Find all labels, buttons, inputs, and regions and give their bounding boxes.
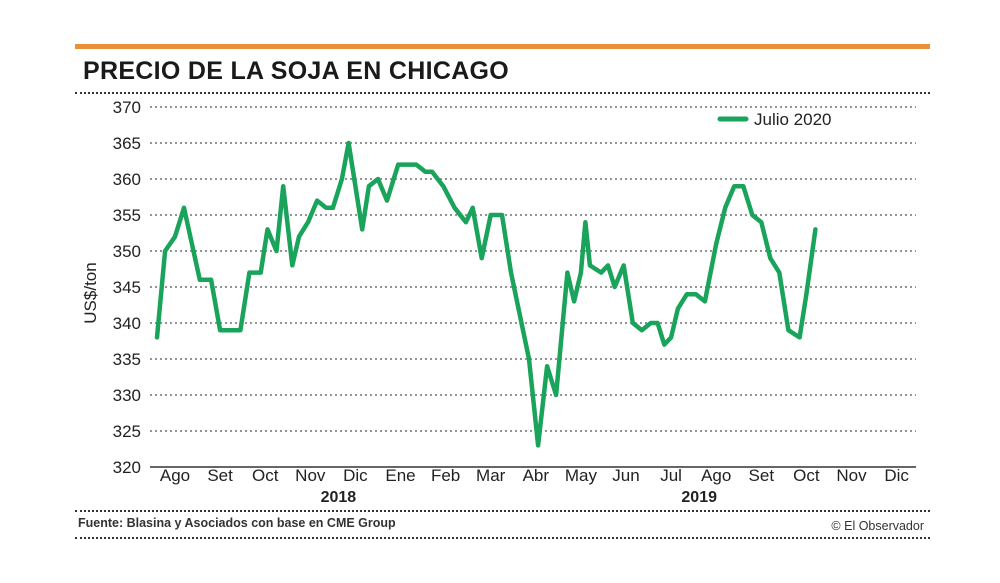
y-tick-label: 340 bbox=[113, 314, 141, 333]
y-tick-label: 365 bbox=[113, 134, 141, 153]
y-tick-label: 355 bbox=[113, 206, 141, 225]
x-tick-label: Mar bbox=[476, 466, 506, 485]
year-label: 2018 bbox=[321, 489, 357, 506]
y-tick-label: 320 bbox=[113, 458, 141, 477]
y-tick-label: 325 bbox=[113, 422, 141, 441]
x-tick-label: May bbox=[565, 466, 598, 485]
x-tick-label: Ago bbox=[160, 466, 190, 485]
y-tick-label: 330 bbox=[113, 386, 141, 405]
x-tick-label: Dic bbox=[884, 466, 909, 485]
x-tick-label: Abr bbox=[523, 466, 550, 485]
y-tick-label: 370 bbox=[113, 98, 141, 117]
x-tick-label: Ago bbox=[701, 466, 731, 485]
title-divider bbox=[75, 92, 930, 94]
footer-divider-bottom bbox=[75, 537, 930, 539]
footer-divider-top bbox=[75, 510, 930, 512]
x-tick-label: Set bbox=[207, 466, 233, 485]
x-tick-label: Jul bbox=[660, 466, 682, 485]
credit-note: © El Observador bbox=[831, 519, 924, 533]
x-tick-label: Dic bbox=[343, 466, 368, 485]
x-tick-label: Oct bbox=[793, 466, 820, 485]
x-tick-label: Oct bbox=[252, 466, 279, 485]
legend-label: Julio 2020 bbox=[754, 110, 832, 129]
y-axis-label: US$/ton bbox=[81, 262, 100, 323]
x-tick-labels: Ago Set Oct Nov Dic Ene Feb Mar Abr May Jun Jul Ago S… bbox=[160, 466, 909, 485]
top-accent-rule bbox=[75, 44, 930, 49]
year-labels: 2018 2019 bbox=[321, 489, 717, 506]
y-tick-label: 360 bbox=[113, 170, 141, 189]
x-tick-label: Nov bbox=[295, 466, 326, 485]
y-tick-label: 335 bbox=[113, 350, 141, 369]
grid-lines bbox=[150, 106, 916, 468]
x-tick-label: Feb bbox=[431, 466, 460, 485]
x-tick-label: Nov bbox=[836, 466, 867, 485]
y-tick-label: 350 bbox=[113, 242, 141, 261]
y-tick-labels: 320 325 330 335 340 345 350 355 360 365 370 bbox=[113, 98, 141, 477]
x-tick-label: Set bbox=[749, 466, 775, 485]
series-layer bbox=[154, 140, 818, 448]
x-tick-label: Ene bbox=[385, 466, 415, 485]
series-line-julio-2020 bbox=[154, 140, 818, 448]
y-tick-label: 345 bbox=[113, 278, 141, 297]
source-note: Fuente: Blasina y Asociados con base en … bbox=[78, 516, 396, 530]
chart-title: PRECIO DE LA SOJA EN CHICAGO bbox=[83, 57, 510, 85]
legend: Julio 2020 bbox=[717, 110, 832, 129]
x-tick-label: Jun bbox=[612, 466, 639, 485]
year-label: 2019 bbox=[681, 489, 717, 506]
